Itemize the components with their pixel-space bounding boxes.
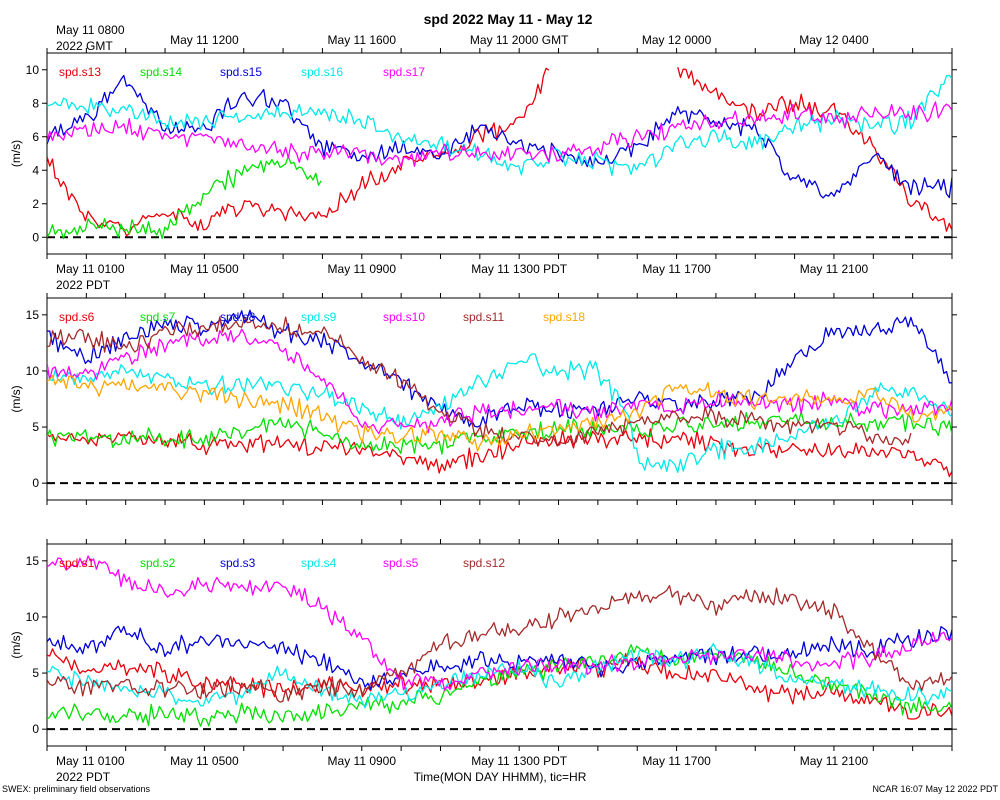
legend-spd.s6: spd.s6: [59, 310, 95, 324]
panel-3: 0 5 10 15 (m/s) spd.s1 spd.s2 spd.s3 spd.s4 spd.s…: [9, 539, 957, 784]
plot-frame: [46, 543, 953, 747]
y-tick-label: 5: [32, 420, 39, 434]
series-line-spd.s12: [47, 585, 952, 703]
series-line-spd.s13: [47, 67, 952, 237]
series-line-spd.s6: [47, 428, 952, 478]
top-axis-label: May 12 0000: [642, 33, 712, 47]
panel-1: 0 2 4 6 8 10 (m/s) spd.s13 spd.s14 spd.s15 spd.s16…: [9, 23, 957, 292]
top-axis-first-sublabel: 2022 GMT: [56, 39, 113, 53]
legend-spd.s13: spd.s13: [59, 65, 101, 79]
series-line-spd.s1: [47, 648, 952, 720]
legend-spd.s18: spd.s18: [543, 310, 585, 324]
legend-spd.s3: spd.s3: [220, 556, 256, 570]
y-tick-label: 0: [32, 476, 39, 490]
top-axis-first-label: May 11 0800: [56, 23, 125, 37]
legend-spd.s7: spd.s7: [140, 310, 176, 324]
y-axis-label: (m/s): [9, 385, 23, 412]
legend-spd.s9: spd.s9: [301, 310, 337, 324]
legend-spd.s17: spd.s17: [383, 65, 425, 79]
y-tick-label: 0: [32, 230, 39, 244]
legend-spd.s1: spd.s1: [59, 556, 95, 570]
legend-spd.s14: spd.s14: [140, 65, 182, 79]
series-line-spd.s4: [47, 642, 952, 709]
bottom-axis-label: May 11 2100: [800, 262, 869, 276]
bottom-axis-label: May 11 1300 PDT: [471, 754, 567, 768]
y-tick-label: 0: [32, 722, 39, 736]
top-axis-label: May 12 0400: [799, 33, 869, 47]
chart-title: spd 2022 May 11 - May 12: [424, 11, 593, 27]
series-line-spd.s9: [47, 353, 952, 473]
series-line-spd.s17: [47, 101, 952, 167]
legend-spd.s12: spd.s12: [463, 556, 505, 570]
series-line-spd.s14: [47, 155, 322, 240]
bottom-axis-label: May 11 1300 PDT: [471, 262, 567, 276]
y-tick-label: 6: [32, 130, 39, 144]
series-group: [47, 555, 952, 727]
bottom-axis-first-label: May 11 0100: [56, 262, 125, 276]
legend-spd.s8: spd.s8: [220, 310, 256, 324]
panel-2: 0 5 10 15 (m/s) spd.s6 spd.s7 spd.s8 spd.s9 spd.s…: [9, 293, 957, 505]
top-axis-label: May 11 2000 GMT: [470, 33, 569, 47]
legend-spd.s15: spd.s15: [220, 65, 262, 79]
y-tick-label: 8: [32, 96, 39, 110]
plot-frame: [46, 52, 953, 255]
legend-spd.s4: spd.s4: [301, 556, 337, 570]
y-tick-label: 2: [32, 197, 39, 211]
bottom-axis-label: May 11 0900: [328, 262, 397, 276]
series-line-spd.s11: [47, 316, 912, 447]
y-tick-label: 4: [32, 163, 39, 177]
bottom-axis-label: May 11 0500: [170, 754, 239, 768]
series-line-spd.s8: [47, 309, 952, 428]
y-tick-label: 5: [32, 666, 39, 680]
bottom-axis-label: May 11 2100: [800, 754, 869, 768]
y-axis-label: (m/s): [9, 631, 23, 658]
series-group: [47, 67, 952, 240]
footer-right-note: NCAR 16:07 May 12 2022 PDT: [872, 784, 998, 794]
series-line-spd.s10: [47, 328, 952, 435]
y-tick-label: 10: [26, 364, 40, 378]
series-line-spd.s15: [47, 74, 952, 199]
bottom-axis-label: May 11 0900: [328, 754, 397, 768]
x-axis-label: Time(MON DAY HHMM), tic=HR: [414, 770, 587, 784]
legend-spd.s16: spd.s16: [301, 65, 343, 79]
legend-spd.s10: spd.s10: [383, 310, 425, 324]
y-tick-label: 10: [26, 63, 40, 77]
series-line-spd.s16: [47, 74, 952, 177]
top-axis-label: May 11 1600: [328, 33, 397, 47]
series-line-spd.s5: [47, 555, 952, 691]
legend-spd.s2: spd.s2: [140, 556, 176, 570]
bottom-axis-first-label: May 11 0100: [56, 754, 125, 768]
series-line-spd.s18: [47, 374, 952, 452]
legend-spd.s5: spd.s5: [383, 556, 419, 570]
top-axis-label: May 11 1200: [170, 33, 239, 47]
series-group: [47, 309, 952, 478]
y-axis-label: (m/s): [9, 140, 23, 167]
footer-left-note: SWEX: preliminary field observations: [2, 784, 151, 794]
y-tick-label: 15: [26, 308, 40, 322]
y-tick-label: 10: [26, 610, 40, 624]
bottom-axis-label: May 11 1700: [642, 754, 711, 768]
bottom-axis-label: May 11 1700: [642, 262, 711, 276]
y-tick-label: 15: [26, 554, 40, 568]
series-line-spd.s3: [47, 625, 952, 690]
legend-spd.s11: spd.s11: [463, 310, 504, 324]
bottom-axis-first-sublabel: 2022 PDT: [56, 278, 111, 292]
bottom-axis-label: May 11 0500: [170, 262, 239, 276]
bottom-axis-first-sublabel: 2022 PDT: [56, 770, 111, 784]
